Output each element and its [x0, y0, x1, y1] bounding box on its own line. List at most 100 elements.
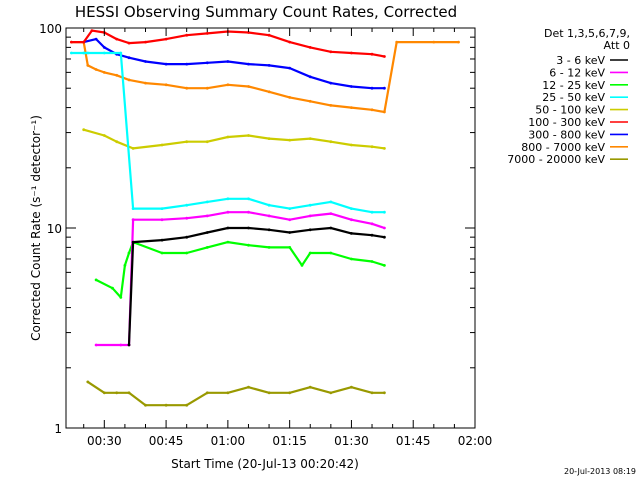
series-point [288, 231, 292, 234]
legend-entry-label: 6 - 12 keV [549, 66, 605, 79]
series-point [370, 108, 374, 112]
series-point [144, 81, 147, 85]
series-point [247, 243, 250, 247]
legend-entry-label: 50 - 100 keV [535, 104, 605, 117]
series-point [185, 251, 189, 255]
series-point [164, 37, 168, 41]
series-point [70, 40, 73, 44]
series-point [383, 210, 386, 214]
series-point [383, 147, 386, 150]
series-point [205, 86, 209, 90]
series-point [144, 40, 147, 44]
axes: 00:30 00:45 01:00 01:15 01:30 01:45 02:00 1 10 10… [39, 22, 492, 448]
series-point [350, 385, 353, 389]
series-point [185, 216, 189, 220]
series-point [123, 264, 127, 267]
series-point [308, 214, 312, 218]
series-point [86, 64, 90, 67]
series-point [329, 104, 333, 107]
y-tick-label: 10 [47, 222, 62, 236]
series-point [383, 391, 386, 395]
legend-entry-label: 800 - 7000 keV [521, 141, 605, 154]
series-point [164, 403, 168, 407]
legend-entry-label: 12 - 25 keV [542, 79, 605, 92]
series-point [94, 343, 98, 347]
legend-entry-label: 25 - 50 keV [542, 91, 605, 104]
series-point [267, 137, 271, 141]
series-point [288, 138, 292, 142]
series-point [383, 226, 386, 230]
series-point [226, 240, 230, 244]
plot-background [66, 28, 475, 428]
series-line-3 [71, 51, 385, 214]
series-point [185, 33, 189, 37]
series-point [350, 218, 353, 222]
series-point [119, 51, 123, 55]
series-point [350, 143, 353, 147]
series-point [288, 207, 292, 211]
series-point [119, 296, 123, 299]
series-point [205, 391, 209, 395]
chart-title: HESSI Observing Summary Count Rates, Cor… [75, 3, 457, 21]
series-point [160, 207, 164, 211]
series-point [160, 218, 164, 222]
series-point [205, 246, 209, 249]
series-point [70, 51, 73, 55]
x-axis-label: Start Time (20-Jul-13 00:20:42) [171, 457, 359, 471]
series-point [329, 212, 333, 216]
series-point [102, 391, 106, 395]
series-point [288, 246, 292, 249]
series-point [86, 380, 90, 384]
series-point [247, 85, 250, 88]
series-point [308, 251, 312, 255]
series-point [350, 51, 353, 55]
series-point [308, 203, 312, 207]
series-point [119, 343, 123, 347]
series-point [267, 64, 271, 67]
series-point [82, 40, 86, 44]
legend-entry-label: 300 - 800 keV [528, 128, 605, 141]
series-point [267, 214, 271, 218]
legend-entry-label: 7000 - 20000 keV [507, 153, 605, 166]
series-point [370, 52, 374, 56]
series-point [127, 391, 131, 395]
x-tick-label: 00:45 [149, 434, 184, 448]
series-point [300, 264, 304, 267]
series-point [370, 391, 374, 395]
series-point [226, 391, 230, 395]
series-point [350, 207, 353, 211]
series-point [247, 226, 250, 230]
x-tick-label: 00:30 [87, 434, 122, 448]
series-point [94, 68, 98, 71]
series-point [267, 33, 271, 37]
series-point [102, 71, 106, 74]
series-point [185, 403, 189, 407]
series-point [226, 197, 230, 201]
series-point [308, 99, 312, 103]
series-point [127, 343, 131, 347]
series-point [86, 51, 90, 55]
series-point [144, 60, 147, 63]
series-point [205, 61, 209, 65]
series-point [160, 251, 164, 255]
series-point [432, 40, 436, 44]
series-point [102, 46, 106, 49]
series-point [226, 60, 230, 63]
series-point [370, 222, 374, 226]
series-point [288, 40, 292, 44]
y-tick-label: 1 [54, 422, 62, 436]
series-layer [70, 29, 460, 407]
series-point [329, 200, 333, 204]
series-point [383, 110, 386, 114]
series-point [127, 251, 131, 255]
series-point [329, 226, 333, 230]
series-point [383, 235, 386, 239]
series-point [329, 50, 333, 54]
series-point [329, 391, 333, 395]
series-point [383, 55, 386, 58]
series-point [115, 73, 119, 77]
series-point [82, 128, 86, 132]
x-tick-label: 01:00 [211, 434, 246, 448]
legend-header: Att 0 [604, 39, 630, 52]
